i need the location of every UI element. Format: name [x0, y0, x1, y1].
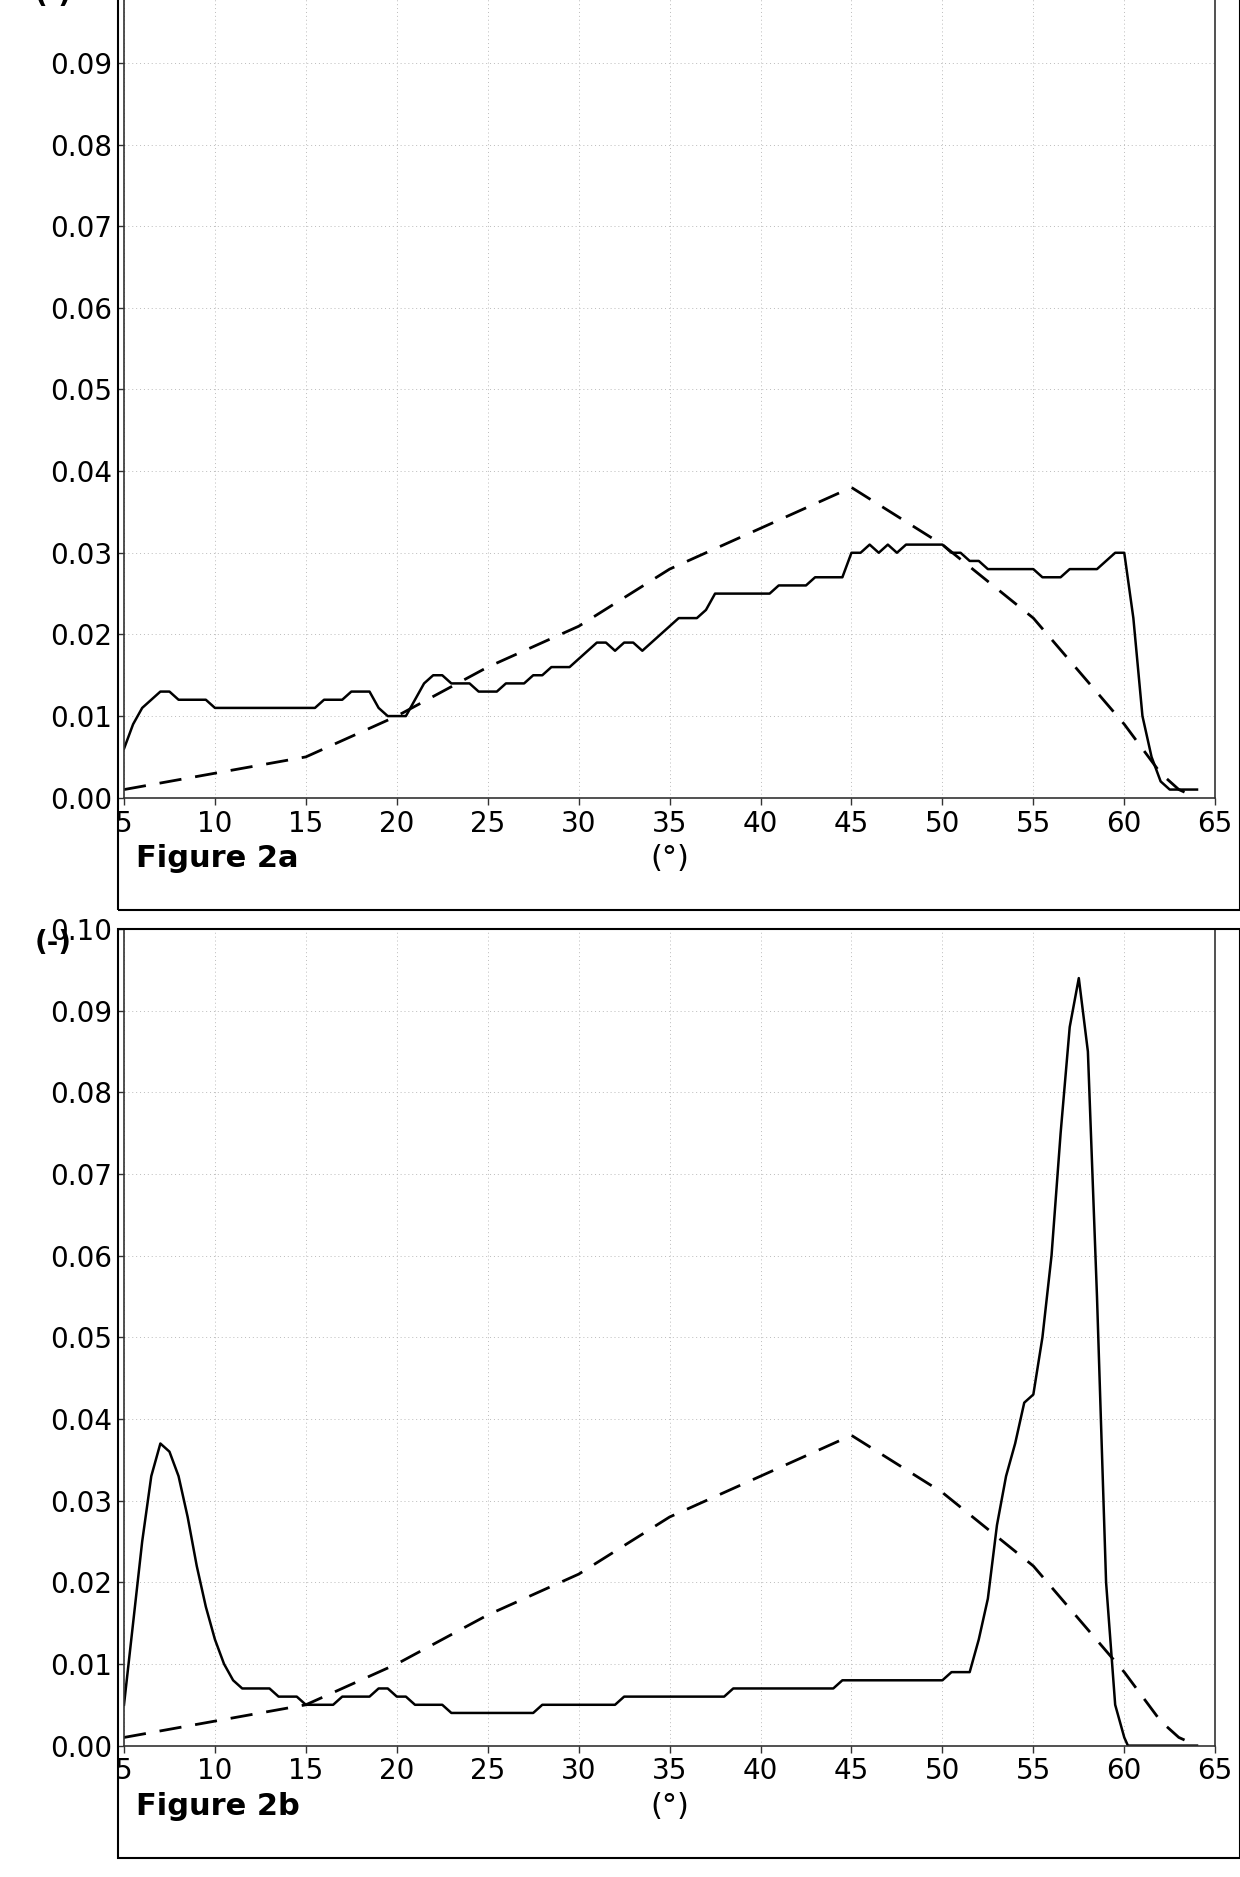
Text: Figure 2a: Figure 2a [136, 845, 299, 873]
Text: (-): (-) [35, 929, 72, 957]
Text: (°): (°) [650, 1793, 689, 1821]
Text: Figure 2b: Figure 2b [136, 1793, 300, 1821]
Text: (-): (-) [35, 0, 72, 9]
Text: (°): (°) [650, 845, 689, 873]
